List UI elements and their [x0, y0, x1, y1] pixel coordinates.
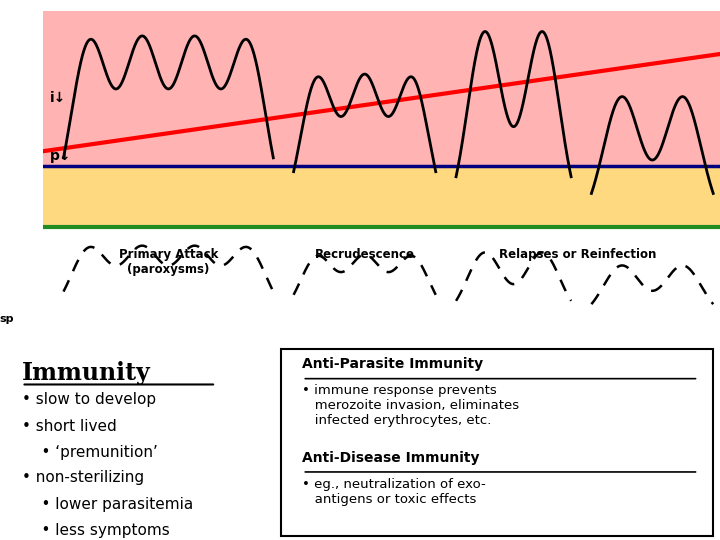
Text: Anti-Parasite Immunity: Anti-Parasite Immunity	[302, 357, 484, 372]
Bar	[43, 166, 720, 227]
Text: p↓: p↓	[50, 149, 71, 163]
Text: sp: sp	[0, 314, 14, 324]
Text: • less symptoms: • less symptoms	[22, 523, 169, 537]
Text: Relapses or Reinfection: Relapses or Reinfection	[499, 248, 657, 261]
Text: Immunity: Immunity	[22, 361, 150, 385]
Text: Recrudescence: Recrudescence	[315, 248, 415, 261]
Text: Anti-Disease Immunity: Anti-Disease Immunity	[302, 450, 480, 464]
Bar	[43, 11, 720, 166]
Text: • ‘premunition’: • ‘premunition’	[22, 445, 158, 460]
Text: • slow to develop: • slow to develop	[22, 392, 156, 407]
Text: i↓: i↓	[50, 91, 66, 105]
Text: Primary Attack
(paroxysms): Primary Attack (paroxysms)	[119, 248, 218, 276]
FancyBboxPatch shape	[281, 349, 713, 536]
Text: • lower parasitemia: • lower parasitemia	[22, 497, 193, 512]
Text: • eg., neutralization of exo-
   antigens or toxic effects: • eg., neutralization of exo- antigens o…	[302, 478, 486, 506]
Text: • short lived: • short lived	[22, 420, 117, 435]
Text: • immune response prevents
   merozoite invasion, eliminates
   infected erythro: • immune response prevents merozoite inv…	[302, 384, 520, 428]
Text: • non-sterilizing: • non-sterilizing	[22, 470, 144, 485]
